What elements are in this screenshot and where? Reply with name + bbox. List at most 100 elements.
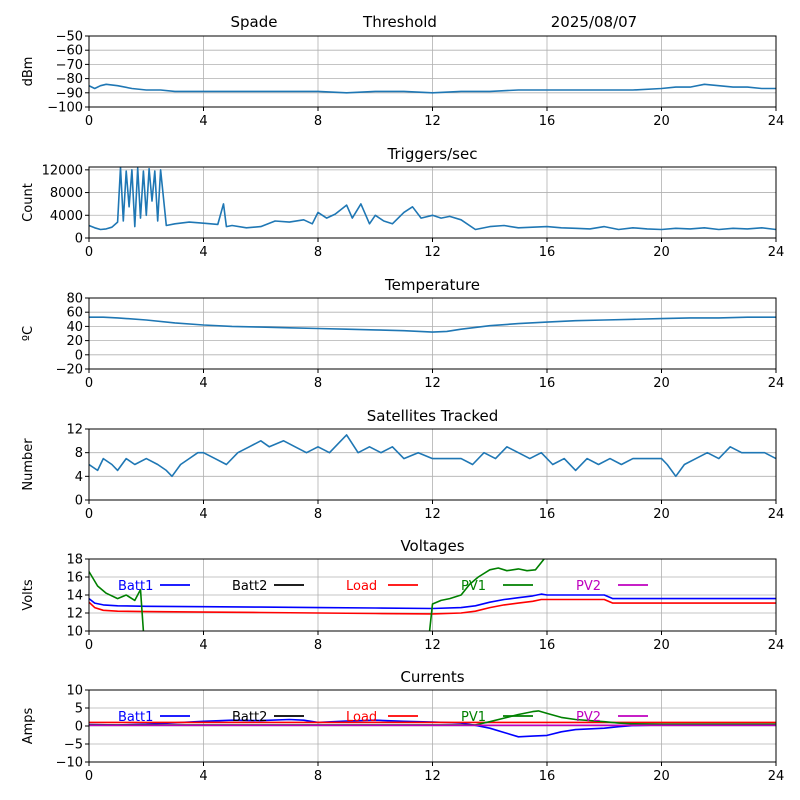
x-tick-label: 8: [314, 507, 322, 522]
y-tick-label: 12000: [42, 163, 83, 178]
series-group: [89, 434, 776, 478]
panel-currents: 0 4 8 12 16 20 24 −10 −5 0 5 10 Currents Amps Batt1 Bat…: [21, 668, 784, 784]
x-tick-label: 16: [539, 769, 556, 784]
y-tick-label: 12: [66, 423, 83, 438]
series-line-pv1-3: [428, 559, 545, 631]
legend-label-pv1: PV1: [461, 579, 486, 594]
x-tick-label: 4: [199, 769, 207, 784]
x-tick-label: 8: [314, 245, 322, 260]
x-tick-label: 8: [314, 769, 322, 784]
y-tick-label: 10: [66, 625, 83, 640]
y-tick-label: 0: [75, 494, 83, 509]
y-tick-label: 0: [75, 232, 83, 247]
panel-title: Temperature: [384, 276, 480, 294]
x-tick-label: 12: [424, 638, 441, 653]
y-axis-label: Count: [21, 183, 36, 222]
y-axis-label: Amps: [21, 707, 36, 744]
panel-title: Triggers/sec: [387, 145, 478, 163]
x-tick-label: 0: [85, 376, 93, 391]
legend-label-pv2: PV2: [576, 710, 601, 725]
x-tick-label: 20: [653, 245, 670, 260]
x-tick-label: 4: [199, 114, 207, 129]
y-tick-label: −70: [56, 58, 83, 73]
series-line-data-0: [89, 316, 776, 333]
y-tick-label: −50: [56, 30, 83, 45]
panel-title: Currents: [400, 668, 464, 686]
x-tick-label: 24: [768, 245, 785, 260]
y-tick-label: 10: [66, 684, 83, 699]
x-tick-label: 8: [314, 114, 322, 129]
series-line-data-0: [89, 167, 776, 231]
y-tick-label: −10: [56, 756, 83, 771]
x-tick-label: 4: [199, 507, 207, 522]
series-group: [89, 710, 776, 738]
header-date: 2025/08/07: [551, 13, 637, 31]
series-group: [89, 83, 776, 94]
x-tick-label: 4: [199, 376, 207, 391]
legend-label-load: Load: [346, 710, 377, 725]
y-tick-label: 14: [66, 589, 83, 604]
y-tick-label: 4000: [50, 209, 83, 224]
y-axis-label: dBm: [21, 57, 36, 87]
series-line-data-0: [89, 83, 776, 94]
y-tick-label: 12: [66, 607, 83, 622]
x-tick-label: 20: [653, 114, 670, 129]
x-tick-label: 12: [424, 114, 441, 129]
y-tick-label: 40: [66, 320, 83, 335]
x-tick-label: 12: [424, 769, 441, 784]
x-tick-label: 20: [653, 638, 670, 653]
panel-threshold: 0 4 8 12 16 20 24 −100−90−80−70−60−50 dBm: [21, 30, 784, 130]
series-group: [89, 167, 776, 231]
y-tick-label: 18: [66, 553, 83, 568]
legend-label-pv1: PV1: [461, 710, 486, 725]
panel-title: Satellites Tracked: [367, 407, 498, 425]
y-tick-label: 0: [75, 348, 83, 363]
x-tick-label: 24: [768, 114, 785, 129]
legend-label-batt2: Batt2: [232, 710, 267, 725]
x-tick-label: 24: [768, 769, 785, 784]
x-tick-label: 0: [85, 245, 93, 260]
y-axis-label: ºC: [21, 326, 36, 341]
x-tick-label: 24: [768, 638, 785, 653]
x-tick-label: 12: [424, 245, 441, 260]
x-tick-label: 12: [424, 507, 441, 522]
y-axis-label: Volts: [21, 579, 36, 611]
x-tick-label: 16: [539, 114, 556, 129]
header-title: Threshold: [362, 13, 437, 31]
series-line-data-0: [89, 434, 776, 478]
y-tick-label: 5: [75, 702, 83, 717]
x-tick-label: 8: [314, 638, 322, 653]
legend-label-batt1: Batt1: [118, 579, 153, 594]
x-tick-label: 16: [539, 638, 556, 653]
y-tick-label: −100: [47, 101, 83, 116]
series-line-pv1-2: [89, 710, 776, 726]
x-tick-label: 16: [539, 245, 556, 260]
y-tick-label: −5: [64, 738, 83, 753]
x-tick-label: 12: [424, 376, 441, 391]
y-tick-label: 60: [66, 306, 83, 321]
y-tick-label: 0: [75, 720, 83, 735]
y-tick-label: 20: [66, 334, 83, 349]
y-tick-label: −20: [56, 363, 83, 378]
x-tick-label: 16: [539, 507, 556, 522]
x-tick-label: 4: [199, 638, 207, 653]
y-tick-label: −60: [56, 44, 83, 59]
legend-label-batt1: Batt1: [118, 710, 153, 725]
series-group: [89, 559, 776, 631]
series-group: [89, 316, 776, 333]
y-tick-label: 8000: [50, 186, 83, 201]
x-tick-label: 4: [199, 245, 207, 260]
y-tick-label: 4: [75, 470, 83, 485]
y-tick-label: −90: [56, 86, 83, 101]
panel-title: Voltages: [400, 537, 464, 555]
legend-label-batt2: Batt2: [232, 579, 267, 594]
x-tick-label: 20: [653, 769, 670, 784]
x-tick-label: 16: [539, 376, 556, 391]
panel-satellites: 0 4 8 12 16 20 24 0 4 8 12 Satellites Tracked Number: [21, 407, 784, 522]
legend-label-load: Load: [346, 579, 377, 594]
header-station: Spade: [231, 13, 278, 31]
x-tick-label: 20: [653, 507, 670, 522]
